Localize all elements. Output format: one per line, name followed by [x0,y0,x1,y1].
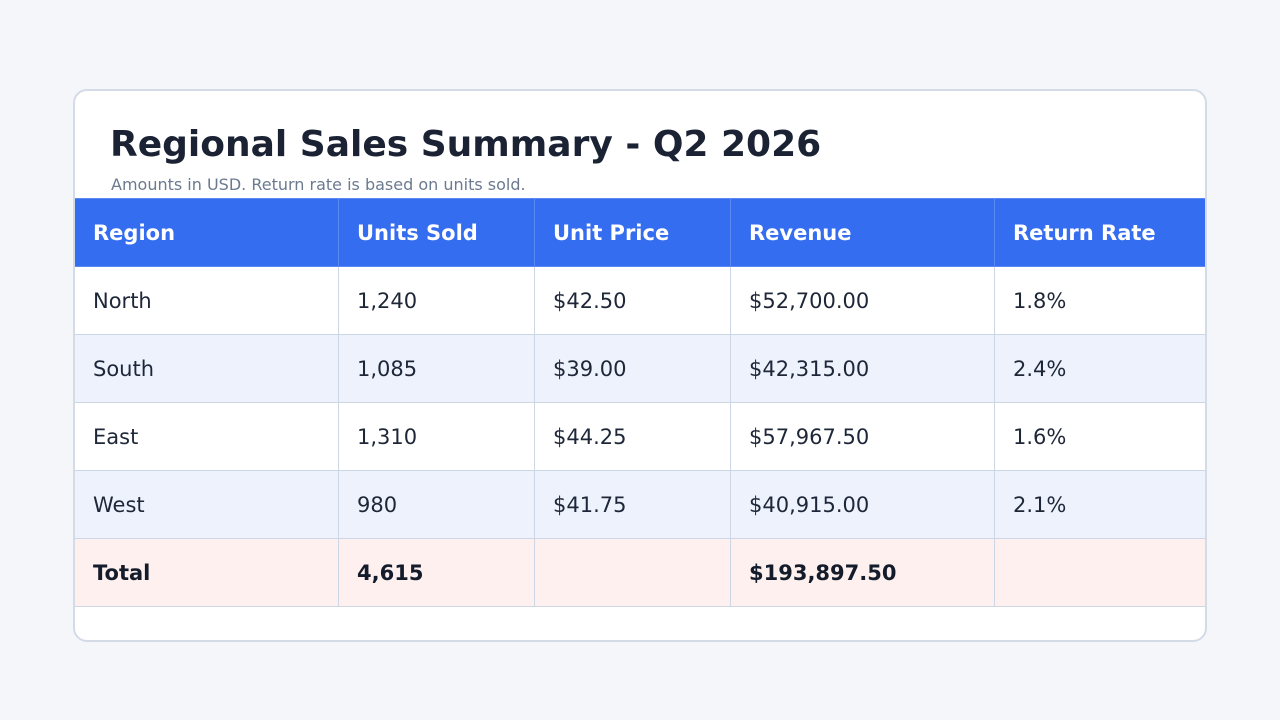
table-row: South 1,085 $39.00 $42,315.00 2.4% [75,334,1205,403]
cell-return-rate: 1.6% [994,402,1205,471]
cell-units-sold: 1,085 [338,334,535,403]
header-region: Region [75,198,339,267]
header-revenue: Revenue [730,198,995,267]
total-row: Total 4,615 $193,897.50 [75,538,1205,607]
cell-revenue: $42,315.00 [730,334,995,403]
cell-return-rate: 2.1% [994,470,1205,539]
sales-table: Region Units Sold Unit Price Revenue Ret… [75,198,1205,607]
cell-unit-price: $44.25 [534,402,731,471]
table-row: East 1,310 $44.25 $57,967.50 1.6% [75,402,1205,471]
total-revenue: $193,897.50 [730,538,995,607]
cell-return-rate: 1.8% [994,266,1205,335]
cell-region: East [75,402,339,471]
chart-title: Regional Sales Summary - Q2 2026 [110,124,822,165]
cell-unit-price: $39.00 [534,334,731,403]
cell-units-sold: 1,240 [338,266,535,335]
cell-revenue: $57,967.50 [730,402,995,471]
cell-region: West [75,470,339,539]
total-label: Total [75,538,339,607]
cell-units-sold: 1,310 [338,402,535,471]
cell-return-rate: 2.4% [994,334,1205,403]
cell-unit-price: $42.50 [534,266,731,335]
total-unit-price [534,538,731,607]
header-return-rate: Return Rate [994,198,1205,267]
cell-revenue: $52,700.00 [730,266,995,335]
header-row: Region Units Sold Unit Price Revenue Ret… [75,198,1205,267]
table-row: West 980 $41.75 $40,915.00 2.1% [75,470,1205,539]
table-row: North 1,240 $42.50 $52,700.00 1.8% [75,266,1205,335]
header-units-sold: Units Sold [338,198,535,267]
cell-unit-price: $41.75 [534,470,731,539]
header-unit-price: Unit Price [534,198,731,267]
cell-region: South [75,334,339,403]
cell-units-sold: 980 [338,470,535,539]
chart-subtitle: Amounts in USD. Return rate is based on … [111,175,526,194]
summary-card: Regional Sales Summary - Q2 2026 Amounts… [73,89,1207,642]
total-return-rate [994,538,1205,607]
total-units-sold: 4,615 [338,538,535,607]
cell-revenue: $40,915.00 [730,470,995,539]
cell-region: North [75,266,339,335]
